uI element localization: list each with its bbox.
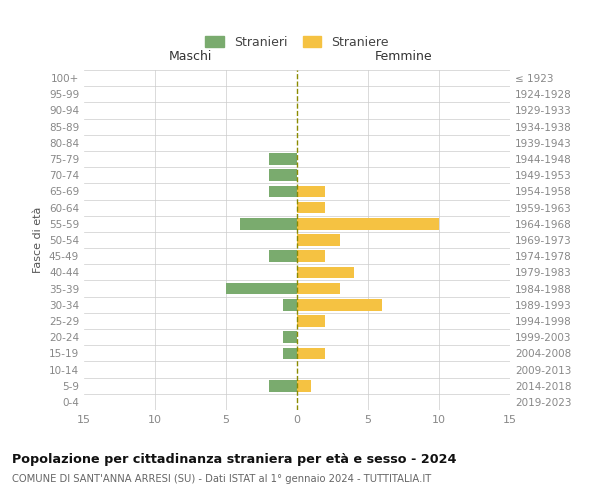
Bar (240, 218, 297, 230)
Bar (269, 250, 297, 262)
Y-axis label: Fasce di età: Fasce di età (34, 207, 43, 273)
Text: Femmine: Femmine (374, 50, 433, 63)
Bar (297, 250, 325, 262)
Text: COMUNE DI SANT'ANNA ARRESI (SU) - Dati ISTAT al 1° gennaio 2024 - TUTTITALIA.IT: COMUNE DI SANT'ANNA ARRESI (SU) - Dati I… (12, 474, 431, 484)
Bar (269, 170, 297, 181)
Bar (283, 299, 297, 310)
Bar (269, 380, 297, 392)
Legend: Stranieri, Straniere: Stranieri, Straniere (202, 32, 392, 52)
Bar (297, 186, 325, 198)
Bar (297, 348, 325, 359)
Bar (226, 282, 297, 294)
Bar (269, 153, 297, 165)
Bar (297, 266, 354, 278)
Bar (283, 332, 297, 343)
Bar (297, 234, 340, 246)
Text: Maschi: Maschi (169, 50, 212, 63)
Bar (297, 202, 325, 213)
Text: Popolazione per cittadinanza straniera per età e sesso - 2024: Popolazione per cittadinanza straniera p… (12, 452, 457, 466)
Bar (297, 299, 382, 310)
Bar (297, 282, 340, 294)
Bar (297, 380, 311, 392)
Bar (297, 315, 325, 327)
Bar (269, 186, 297, 198)
Bar (297, 218, 439, 230)
Bar (283, 348, 297, 359)
